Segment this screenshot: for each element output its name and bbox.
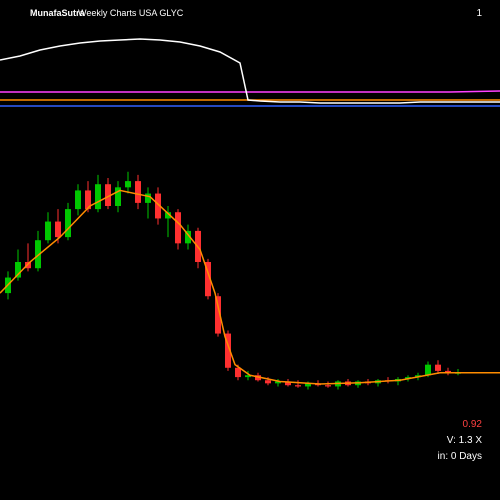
volume-value: V: 1.3 X bbox=[438, 433, 482, 449]
candlestick-svg bbox=[0, 150, 500, 430]
corner-label: 1 bbox=[476, 8, 482, 19]
indicator-svg bbox=[0, 28, 500, 118]
days-value: in: 0 Days bbox=[438, 449, 482, 465]
chart-header: MunafaSutra Weekly Charts USA GLYC 1 bbox=[0, 8, 500, 24]
watermark-text: MunafaSutra bbox=[30, 8, 85, 18]
chart-title: Weekly Charts USA GLYC bbox=[78, 8, 183, 18]
price-panel bbox=[0, 150, 500, 430]
price-value: 0.92 bbox=[438, 417, 482, 433]
info-box: 0.92 V: 1.3 X in: 0 Days bbox=[438, 417, 482, 465]
indicator-panel bbox=[0, 28, 500, 118]
